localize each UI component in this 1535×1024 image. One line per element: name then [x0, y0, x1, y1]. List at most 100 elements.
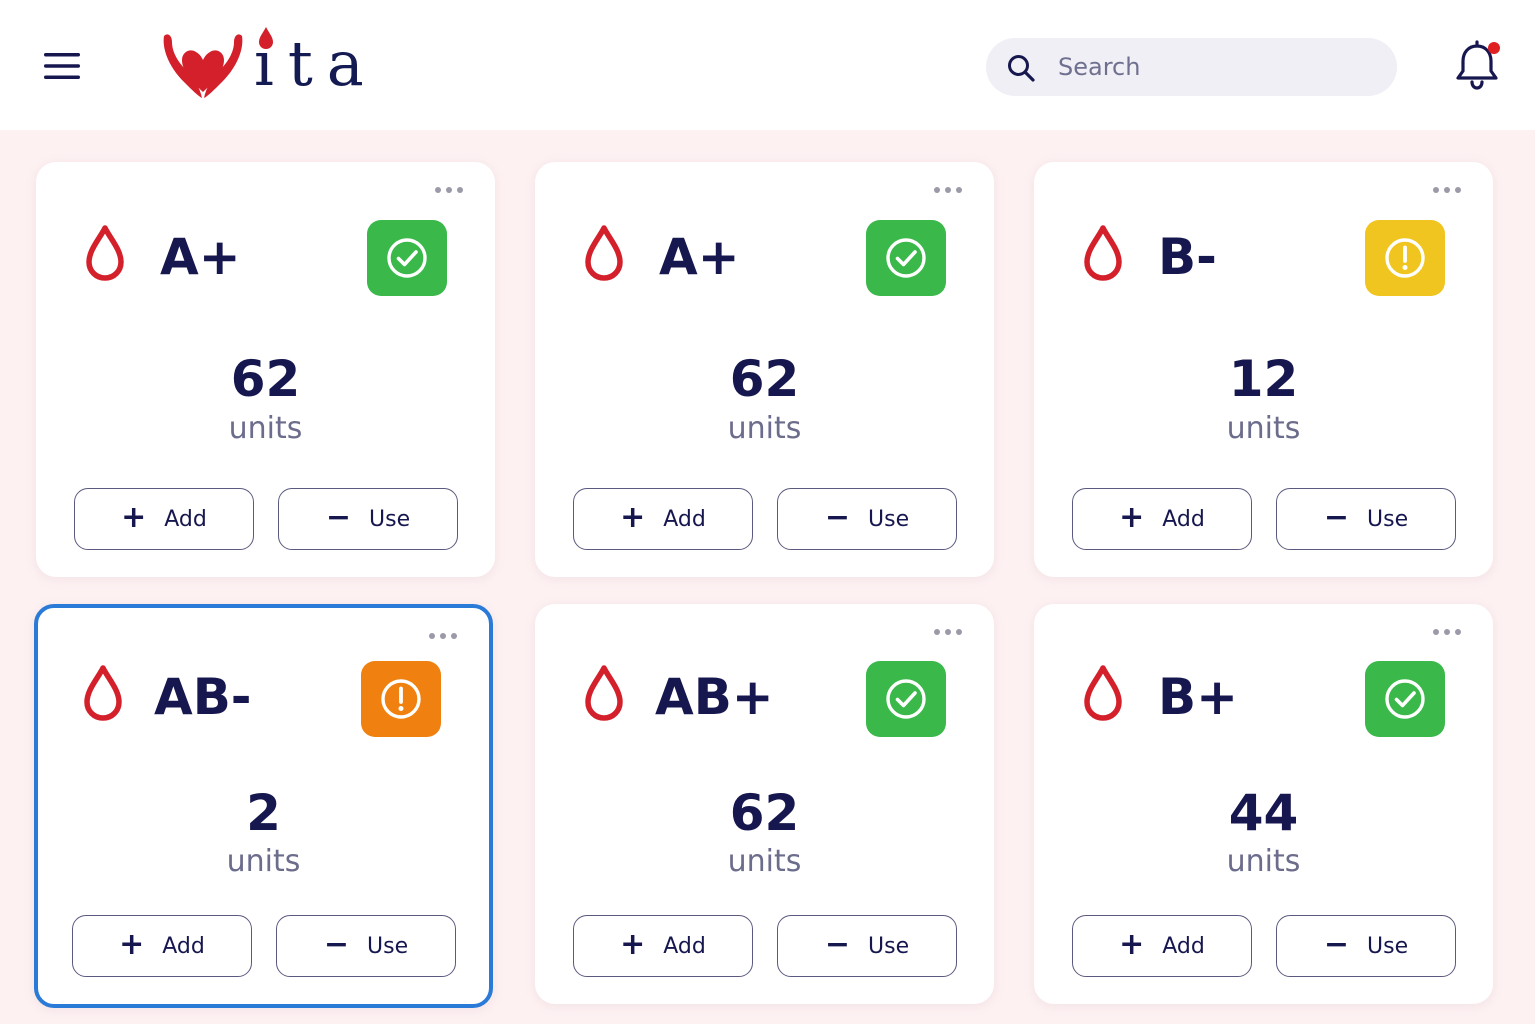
add-button-label: Add [164, 506, 207, 532]
status-badge [367, 220, 447, 296]
blood-type-card-B-negpos[interactable]: B+ 44 units + Add − Use [1034, 604, 1493, 1004]
dot-icon [945, 629, 951, 635]
bell-icon [1456, 40, 1498, 90]
blood-drop-icon [585, 225, 623, 281]
unit-count: 62 [230, 350, 301, 408]
check-circle-icon [1385, 679, 1425, 719]
dot-icon [956, 187, 962, 193]
blood-type-label: A+ [160, 228, 241, 286]
dot-icon [429, 633, 435, 639]
vita-logo[interactable]: ita [160, 24, 378, 104]
unit-count: 12 [1228, 350, 1299, 408]
plus-icon: + [620, 926, 646, 962]
blood-type-card-AB-neg[interactable]: AB- 2 units + Add − Use [34, 604, 493, 1008]
use-units-button[interactable]: − Use [777, 488, 957, 550]
blood-type-card-B-neg[interactable]: B- 12 units + Add − Use [1034, 162, 1493, 577]
add-units-button[interactable]: + Add [1072, 915, 1252, 977]
blood-type-card-A-negpos[interactable]: A+ 62 units + Add − Use [535, 162, 994, 577]
exclamation-circle-icon [381, 679, 421, 719]
unit-count: 62 [729, 784, 800, 842]
status-badge [1365, 661, 1445, 737]
plus-icon: + [119, 926, 145, 962]
more-options-button[interactable] [1427, 620, 1467, 644]
use-button-label: Use [1367, 506, 1409, 532]
blood-type-label: AB+ [655, 668, 774, 726]
use-units-button[interactable]: − Use [1276, 488, 1456, 550]
more-options-button[interactable] [928, 620, 968, 644]
use-button-label: Use [1367, 933, 1409, 959]
minus-icon: − [325, 499, 352, 535]
blood-type-card-A-negpos[interactable]: A+ 62 units + Add − Use [36, 162, 495, 577]
dot-icon [1444, 629, 1450, 635]
add-button-label: Add [663, 933, 706, 959]
add-units-button[interactable]: + Add [1072, 488, 1252, 550]
unit-count: 44 [1228, 784, 1299, 842]
add-units-button[interactable]: + Add [573, 488, 753, 550]
add-units-button[interactable]: + Add [72, 915, 252, 977]
dot-icon [435, 187, 441, 193]
add-button-label: Add [1162, 933, 1205, 959]
use-units-button[interactable]: − Use [278, 488, 458, 550]
unit-count: 2 [246, 784, 281, 842]
use-units-button[interactable]: − Use [1276, 915, 1456, 977]
hands-heart-logo-icon [163, 34, 243, 98]
search-input[interactable] [1058, 47, 1378, 87]
dot-icon [934, 187, 940, 193]
add-button-label: Add [663, 506, 706, 532]
dot-icon [956, 629, 962, 635]
blood-drop-icon [1084, 225, 1122, 281]
use-units-button[interactable]: − Use [276, 915, 456, 977]
units-label: units [727, 411, 802, 446]
minus-icon: − [1323, 499, 1350, 535]
check-circle-icon [886, 679, 926, 719]
use-units-button[interactable]: − Use [777, 915, 957, 977]
more-options-button[interactable] [429, 178, 469, 202]
dot-icon [945, 187, 951, 193]
more-options-button[interactable] [928, 178, 968, 202]
notifications-button[interactable] [1452, 40, 1504, 92]
status-badge [866, 220, 946, 296]
more-options-button[interactable] [1427, 178, 1467, 202]
logo-drop-icon [259, 27, 273, 49]
hamburger-menu-button[interactable] [40, 46, 84, 86]
add-units-button[interactable]: + Add [74, 488, 254, 550]
add-button-label: Add [162, 933, 205, 959]
add-units-button[interactable]: + Add [573, 915, 753, 977]
dot-icon [1444, 187, 1450, 193]
plus-icon: + [620, 499, 646, 535]
hamburger-icon [44, 53, 80, 79]
use-button-label: Use [868, 933, 910, 959]
dot-icon [1433, 629, 1439, 635]
top-bar: ita [0, 0, 1535, 130]
units-label: units [1226, 844, 1301, 879]
blood-type-card-AB-negpos[interactable]: AB+ 62 units + Add − Use [535, 604, 994, 1004]
status-badge [866, 661, 946, 737]
search-icon [1008, 55, 1035, 82]
minus-icon: − [824, 499, 851, 535]
use-button-label: Use [369, 506, 411, 532]
minus-icon: − [1323, 926, 1350, 962]
status-badge [1365, 220, 1445, 296]
plus-icon: + [1119, 499, 1145, 535]
dot-icon [934, 629, 940, 635]
units-label: units [1226, 411, 1301, 446]
units-label: units [228, 411, 303, 446]
minus-icon: − [824, 926, 851, 962]
unit-count: 62 [729, 350, 800, 408]
check-circle-icon [387, 238, 427, 278]
add-button-label: Add [1162, 506, 1205, 532]
blood-type-label: B- [1158, 228, 1217, 286]
dot-icon [1433, 187, 1439, 193]
more-options-button[interactable] [423, 624, 463, 648]
minus-icon: − [323, 926, 350, 962]
blood-drop-icon [84, 665, 122, 721]
units-label: units [226, 844, 301, 879]
dot-icon [457, 187, 463, 193]
status-badge [361, 661, 441, 737]
dot-icon [446, 187, 452, 193]
use-button-label: Use [367, 933, 409, 959]
search-bar[interactable] [986, 38, 1397, 96]
dot-icon [440, 633, 446, 639]
units-label: units [727, 844, 802, 879]
check-circle-icon [886, 238, 926, 278]
